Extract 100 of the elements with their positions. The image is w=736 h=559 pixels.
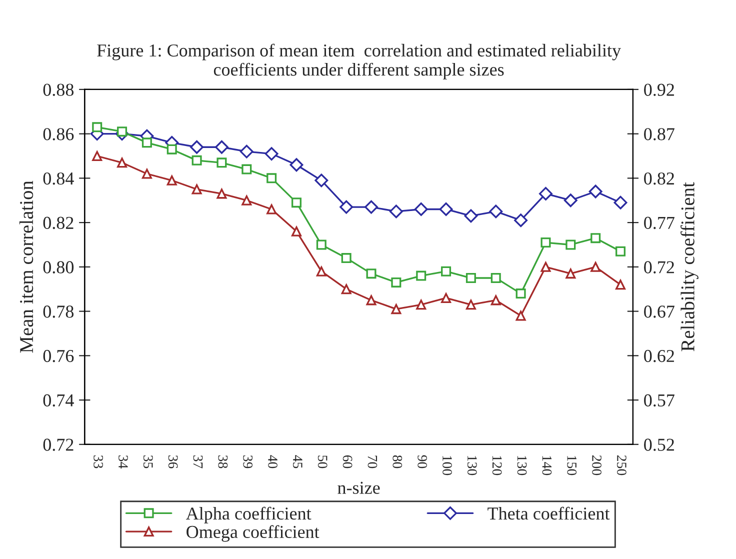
y2-tick-label: 0.87 bbox=[644, 128, 674, 140]
point bbox=[266, 173, 277, 184]
x-tick-label: 38 bbox=[218, 455, 228, 468]
point bbox=[514, 214, 528, 228]
point bbox=[216, 188, 227, 199]
x-tick-label: 150 bbox=[567, 456, 577, 476]
point bbox=[466, 300, 476, 310]
x-tick-label: 100 bbox=[442, 456, 452, 476]
y-tick-label: 0.72 bbox=[43, 438, 74, 451]
point bbox=[240, 144, 254, 158]
y2-tick-label: 0.52 bbox=[644, 438, 674, 451]
point bbox=[291, 226, 302, 236]
point bbox=[414, 202, 428, 216]
point bbox=[439, 202, 453, 216]
legend-label: Alpha coefficient bbox=[186, 506, 312, 524]
y2-tick-label: 0.57 bbox=[644, 394, 674, 407]
y2-tick-label: 0.77 bbox=[644, 216, 674, 230]
point bbox=[366, 268, 376, 279]
point bbox=[615, 280, 626, 290]
x-tick-label: 90 bbox=[418, 455, 428, 468]
point bbox=[588, 184, 602, 198]
point bbox=[214, 140, 228, 154]
point bbox=[614, 196, 628, 210]
y-tick-label: 0.82 bbox=[43, 216, 74, 230]
point bbox=[540, 262, 551, 272]
x-tick-label: 34 bbox=[118, 455, 128, 468]
point bbox=[566, 268, 576, 279]
y2-tick-label: 0.67 bbox=[644, 306, 674, 318]
point bbox=[316, 240, 326, 250]
x-tick-label: 33 bbox=[94, 455, 103, 468]
x-tick-label: 200 bbox=[592, 455, 602, 476]
point bbox=[489, 204, 503, 218]
y2-tick-label: 0.72 bbox=[644, 261, 674, 274]
point bbox=[290, 158, 304, 172]
x-tick-label: 60 bbox=[342, 455, 352, 468]
y2-axis-title: Reliability coefficient bbox=[680, 182, 698, 352]
point bbox=[190, 140, 204, 154]
point bbox=[389, 204, 403, 218]
y-tick-label: 0.76 bbox=[43, 350, 74, 362]
point bbox=[142, 168, 152, 179]
y2-tick-label: 0.82 bbox=[644, 172, 674, 185]
point bbox=[242, 164, 252, 174]
point bbox=[441, 266, 452, 276]
point bbox=[92, 150, 102, 161]
point bbox=[416, 270, 426, 281]
point bbox=[340, 200, 354, 214]
y-tick-label: 0.74 bbox=[43, 394, 74, 407]
x-axis-title: n-size bbox=[338, 482, 380, 494]
y-axis-title: Mean item correlation bbox=[19, 180, 34, 353]
x-tick-label: 40 bbox=[268, 455, 278, 468]
point bbox=[539, 186, 552, 200]
point bbox=[540, 238, 551, 248]
point bbox=[366, 295, 376, 306]
x-tick-label: 36 bbox=[168, 455, 178, 468]
y-tick-label: 0.84 bbox=[43, 172, 74, 185]
point bbox=[341, 253, 352, 264]
point bbox=[264, 147, 278, 161]
point bbox=[615, 246, 626, 256]
point bbox=[192, 155, 202, 166]
legend-label: Omega coefficient bbox=[186, 525, 320, 542]
point bbox=[464, 209, 478, 223]
y-tick-label: 0.80 bbox=[43, 261, 74, 274]
point bbox=[166, 144, 177, 154]
x-tick-label: 250 bbox=[617, 455, 626, 476]
point bbox=[142, 138, 152, 148]
y2-tick-label: 0.62 bbox=[644, 350, 674, 362]
x-tick-label: 120 bbox=[492, 456, 502, 476]
point bbox=[391, 277, 402, 288]
point bbox=[466, 273, 476, 284]
point bbox=[590, 262, 601, 272]
x-tick-label: 45 bbox=[293, 455, 302, 468]
x-tick-label: 140 bbox=[542, 456, 552, 476]
point bbox=[316, 266, 326, 276]
point bbox=[416, 300, 426, 310]
x-tick-label: 50 bbox=[318, 456, 328, 468]
y-tick-label: 0.88 bbox=[43, 84, 74, 96]
point bbox=[364, 200, 378, 214]
x-tick-label: 80 bbox=[392, 455, 402, 468]
point bbox=[490, 295, 501, 306]
point bbox=[216, 158, 227, 168]
point bbox=[192, 184, 202, 194]
x-tick-label: 37 bbox=[193, 455, 203, 468]
x-tick-label: 39 bbox=[243, 455, 252, 468]
x-tick-label: 35 bbox=[143, 455, 153, 468]
point bbox=[590, 233, 601, 244]
point bbox=[92, 122, 102, 132]
point bbox=[516, 310, 526, 321]
point bbox=[266, 204, 277, 214]
point bbox=[441, 292, 452, 303]
point bbox=[490, 273, 501, 284]
point bbox=[314, 174, 328, 188]
legend-label: Theta coefficient bbox=[488, 506, 610, 520]
point bbox=[566, 240, 576, 250]
x-tick-label: 70 bbox=[368, 456, 378, 468]
chart-title: Figure 1: Comparison of mean item correlation and estimated reliability coefficients under different sample sizes bbox=[97, 44, 621, 80]
point bbox=[391, 304, 402, 314]
point bbox=[242, 195, 252, 206]
point bbox=[117, 158, 128, 168]
point bbox=[564, 194, 578, 208]
point bbox=[291, 198, 302, 208]
